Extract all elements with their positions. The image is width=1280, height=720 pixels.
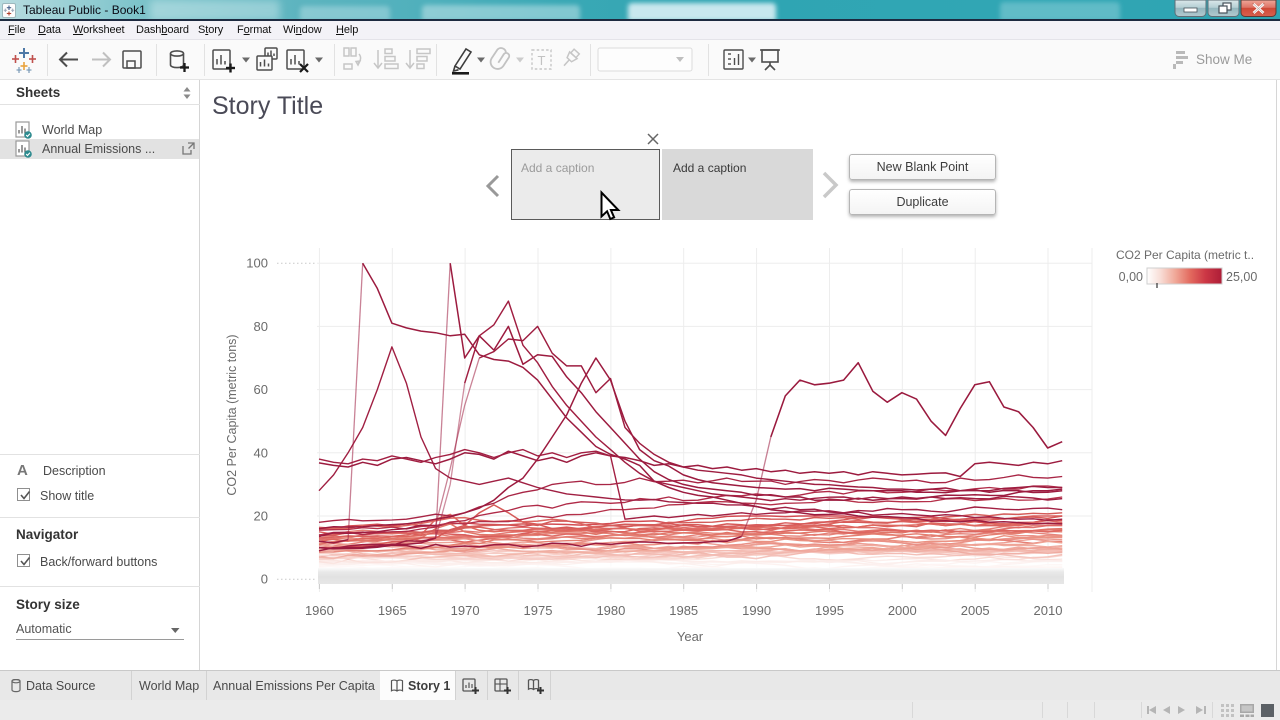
svg-text:2010: 2010 [1034, 603, 1063, 618]
svg-text:2000: 2000 [888, 603, 917, 618]
svg-text:1995: 1995 [815, 603, 844, 618]
svg-text:80: 80 [254, 319, 268, 334]
svg-text:1960: 1960 [305, 603, 334, 618]
svg-text:Show Me: Show Me [1196, 52, 1252, 67]
svg-text:25,00: 25,00 [1226, 270, 1257, 284]
svg-text:100: 100 [246, 256, 268, 271]
svg-text:1985: 1985 [669, 603, 698, 618]
svg-text:1965: 1965 [378, 603, 407, 618]
svg-text:0,00: 0,00 [1119, 270, 1143, 284]
svg-text:20: 20 [254, 509, 268, 524]
svg-text:2005: 2005 [961, 603, 990, 618]
svg-text:CO2 Per Capita (metric tons): CO2 Per Capita (metric tons) [225, 334, 239, 495]
svg-text:CO2 Per Capita (metric t..: CO2 Per Capita (metric t.. [1116, 248, 1254, 262]
svg-text:T: T [538, 53, 546, 68]
svg-text:1980: 1980 [596, 603, 625, 618]
svg-text:1970: 1970 [451, 603, 480, 618]
svg-text:60: 60 [254, 382, 268, 397]
svg-text:1990: 1990 [742, 603, 771, 618]
svg-text:Year: Year [677, 629, 704, 644]
svg-text:1975: 1975 [524, 603, 553, 618]
svg-text:0: 0 [261, 572, 268, 587]
svg-text:40: 40 [254, 445, 268, 460]
